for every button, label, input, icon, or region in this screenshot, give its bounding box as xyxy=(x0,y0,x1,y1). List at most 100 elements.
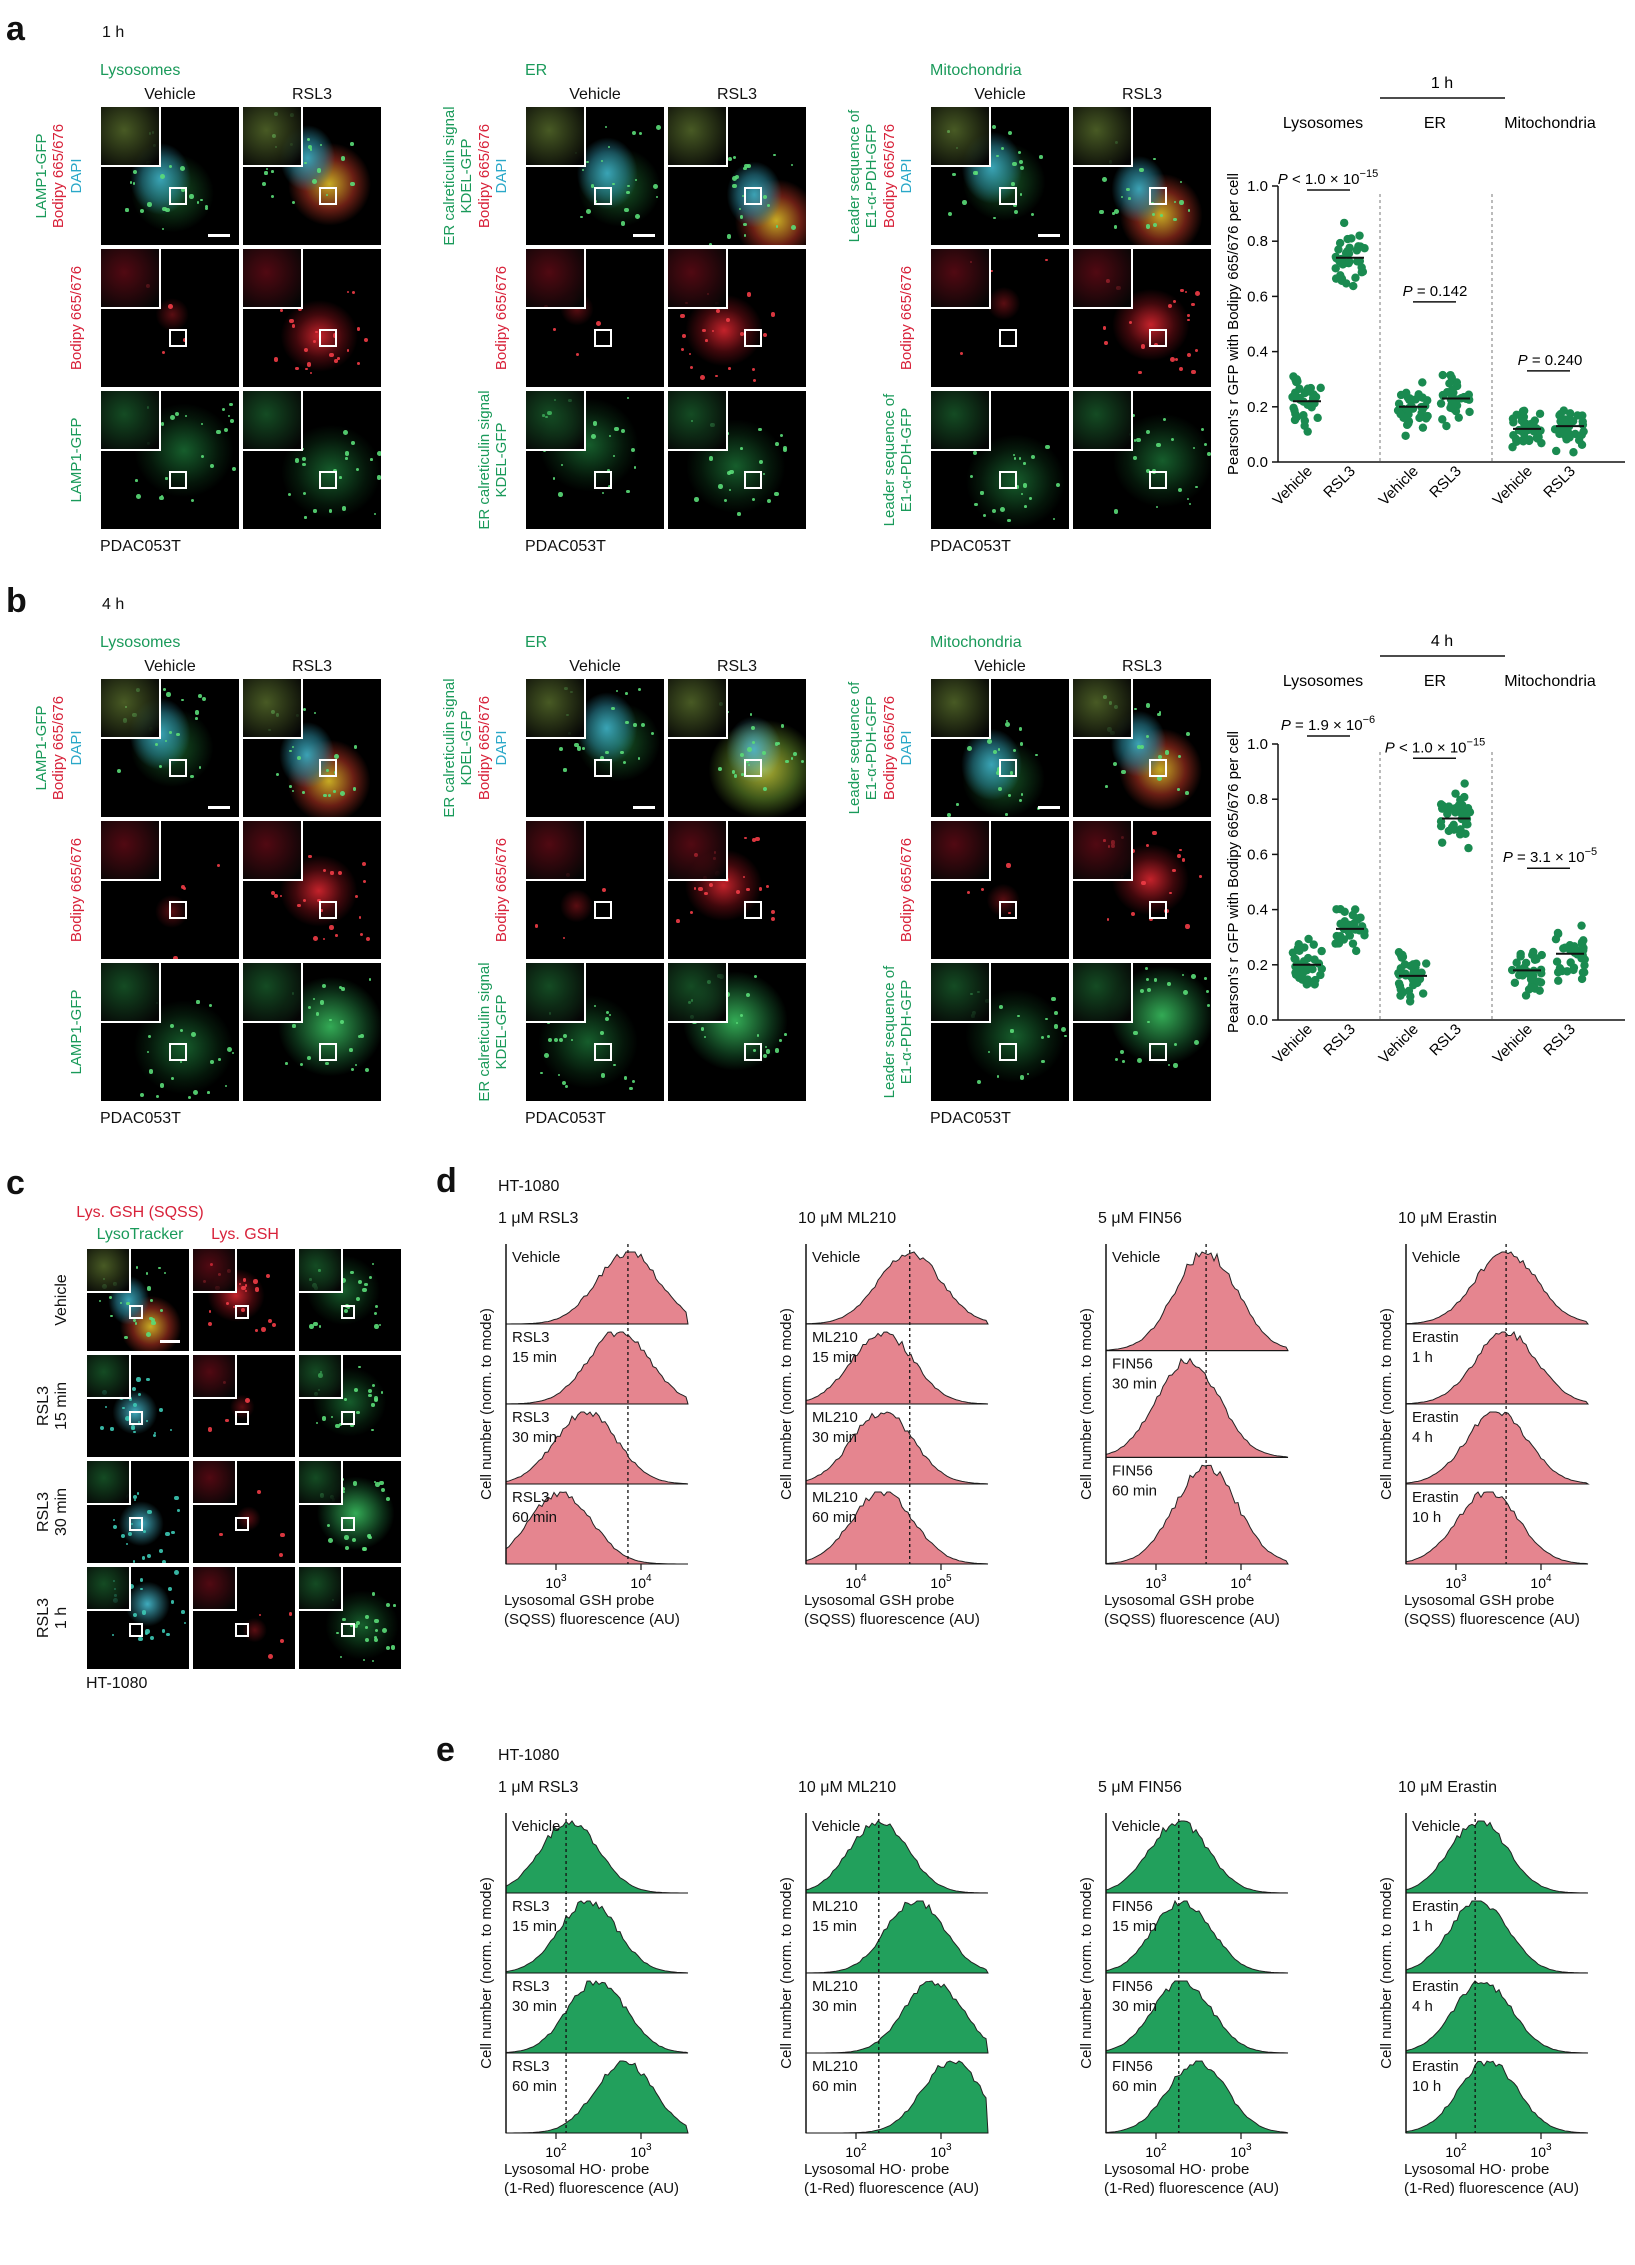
row-label-b-1-2: ER calreticulin signal KDEL-GFP xyxy=(476,957,511,1107)
data-point xyxy=(1418,423,1428,432)
cell-line-e: HT-1080 xyxy=(498,1747,560,1764)
data-point xyxy=(1357,268,1366,277)
speckle xyxy=(373,1480,377,1484)
data-point xyxy=(1436,399,1446,408)
speckle xyxy=(166,1632,171,1637)
speckle xyxy=(743,875,746,878)
speckle xyxy=(192,1090,198,1095)
data-point xyxy=(1348,939,1358,948)
speckle xyxy=(790,757,794,760)
roi-box xyxy=(594,329,612,347)
speckle xyxy=(374,1618,379,1624)
micrograph-a-1-0-0 xyxy=(525,106,665,246)
data-point xyxy=(1438,415,1447,424)
speckle xyxy=(273,894,278,899)
x-tick-exponent: 4 xyxy=(1246,1573,1252,1584)
micrograph-b-2-2-1 xyxy=(1072,962,1212,1102)
speckle xyxy=(335,933,339,937)
speckle xyxy=(1029,497,1032,500)
speckle xyxy=(1204,976,1208,980)
speckle xyxy=(552,327,556,331)
roi-box xyxy=(594,901,612,919)
speckle xyxy=(315,1012,320,1016)
data-point xyxy=(1445,379,1454,388)
speckle xyxy=(775,1048,780,1053)
roi-box xyxy=(341,1623,355,1637)
histogram-stack-d-3: Vehicle Erastin 1 h Erastin 4 h Erastin 10 h 10… xyxy=(1405,1244,1590,1591)
speckle xyxy=(726,317,731,322)
speckle xyxy=(370,458,373,461)
x-axis-label-e: (1-Red) fluorescence (AU) xyxy=(504,2180,680,2197)
histogram-label: Erastin xyxy=(1412,2058,1459,2075)
speckle xyxy=(1173,1043,1177,1047)
data-point xyxy=(1512,958,1521,967)
row-label-a-2-0-line: E1-α-PDH-GFP xyxy=(862,123,880,229)
speckle xyxy=(1139,167,1144,173)
x-tick-label: 102 xyxy=(1145,2142,1167,2160)
speckle xyxy=(731,770,736,774)
speckle xyxy=(149,1299,153,1303)
zoom-inset xyxy=(193,1461,237,1505)
row-label-b-2-2: Leader sequence of E1-α-PDH-GFP xyxy=(881,957,916,1107)
speckle xyxy=(614,426,619,432)
panel-letter-b: b xyxy=(6,582,27,620)
speckle xyxy=(735,1021,738,1025)
x-tick-label: 103 xyxy=(1145,1573,1167,1591)
histogram-label: 60 min xyxy=(812,2078,857,2095)
speckle xyxy=(312,998,316,1001)
speckle xyxy=(218,1057,221,1061)
row-label-b-2-1: Bodipy 665/676 xyxy=(898,815,915,965)
speckle xyxy=(726,234,731,239)
speckle xyxy=(367,1393,372,1398)
row-label-b-1-0-line: DAPI xyxy=(492,730,510,766)
speckle xyxy=(261,1327,266,1332)
speckle xyxy=(1018,457,1021,460)
speckle xyxy=(1133,456,1137,460)
histogram-label: Erastin xyxy=(1412,1409,1459,1426)
roi-box xyxy=(319,329,337,347)
speckle xyxy=(146,1050,149,1053)
speckle xyxy=(170,1429,173,1432)
speckle xyxy=(289,784,293,788)
speckle xyxy=(633,466,637,469)
speckle xyxy=(136,1377,141,1382)
speckle xyxy=(132,1560,136,1563)
speckle xyxy=(1168,304,1173,309)
speckle xyxy=(354,1387,359,1392)
x-axis-label-d: (SQSS) fluorescence (AU) xyxy=(1104,1611,1280,1628)
speckle xyxy=(558,1038,563,1043)
speckle xyxy=(1045,1017,1048,1021)
speckle xyxy=(1141,880,1146,886)
speckle xyxy=(361,861,367,867)
data-point xyxy=(1289,372,1298,381)
speckle xyxy=(256,1489,262,1495)
roi-box xyxy=(319,901,337,919)
speckle xyxy=(1112,761,1117,766)
speckle xyxy=(704,339,708,343)
zoom-inset xyxy=(299,1461,343,1505)
speckle xyxy=(990,269,994,273)
speckle xyxy=(980,491,984,495)
roi-box xyxy=(341,1305,355,1319)
data-point xyxy=(1418,378,1427,387)
data-point xyxy=(1556,409,1565,419)
speckle xyxy=(148,1069,153,1074)
speckle xyxy=(1121,769,1126,774)
speckle xyxy=(346,290,350,294)
speckle xyxy=(350,1270,354,1274)
speckle xyxy=(656,124,661,130)
category-label: Vehicle xyxy=(1270,1021,1316,1062)
speckle xyxy=(306,362,312,367)
speckle xyxy=(1008,911,1011,915)
micrograph-c-0-0 xyxy=(86,1248,190,1352)
speckle xyxy=(386,1603,390,1607)
speckle xyxy=(326,1523,330,1527)
speckle xyxy=(137,1393,141,1397)
speckle xyxy=(632,1080,636,1084)
speckle xyxy=(244,1397,250,1403)
data-point xyxy=(1455,830,1465,839)
speckle xyxy=(708,883,713,888)
speckle xyxy=(1045,258,1049,262)
speckle xyxy=(365,1068,370,1073)
speckle xyxy=(325,194,328,197)
